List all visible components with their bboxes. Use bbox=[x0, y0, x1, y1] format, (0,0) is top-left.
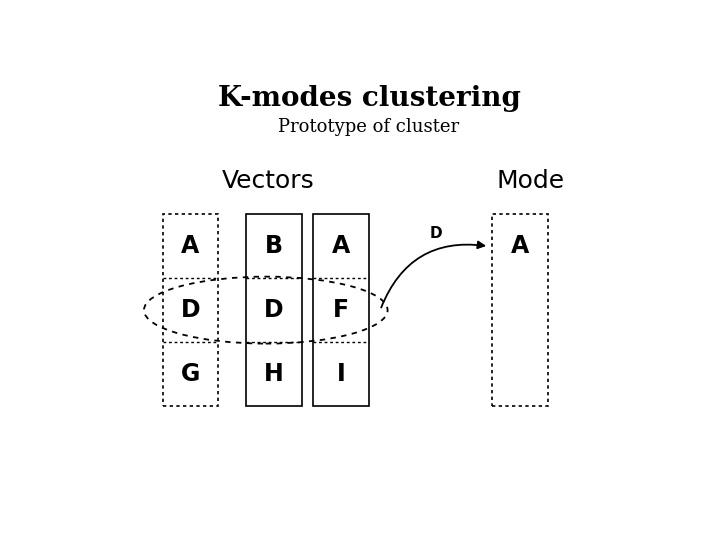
Text: D: D bbox=[430, 226, 442, 241]
Text: K-modes clustering: K-modes clustering bbox=[217, 85, 521, 112]
Text: A: A bbox=[332, 234, 350, 258]
Text: H: H bbox=[264, 362, 284, 386]
Bar bbox=[163, 214, 218, 406]
Text: A: A bbox=[510, 234, 528, 258]
Bar bbox=[492, 214, 547, 406]
Text: B: B bbox=[265, 234, 283, 258]
Bar bbox=[313, 214, 369, 406]
Bar bbox=[246, 214, 302, 406]
Text: A: A bbox=[181, 234, 199, 258]
Text: I: I bbox=[337, 362, 346, 386]
Text: D: D bbox=[264, 298, 284, 322]
Text: F: F bbox=[333, 298, 349, 322]
Text: G: G bbox=[181, 362, 200, 386]
Text: Prototype of cluster: Prototype of cluster bbox=[279, 118, 459, 136]
Text: Vectors: Vectors bbox=[222, 169, 315, 193]
Text: Mode: Mode bbox=[497, 169, 565, 193]
Text: D: D bbox=[181, 298, 200, 322]
